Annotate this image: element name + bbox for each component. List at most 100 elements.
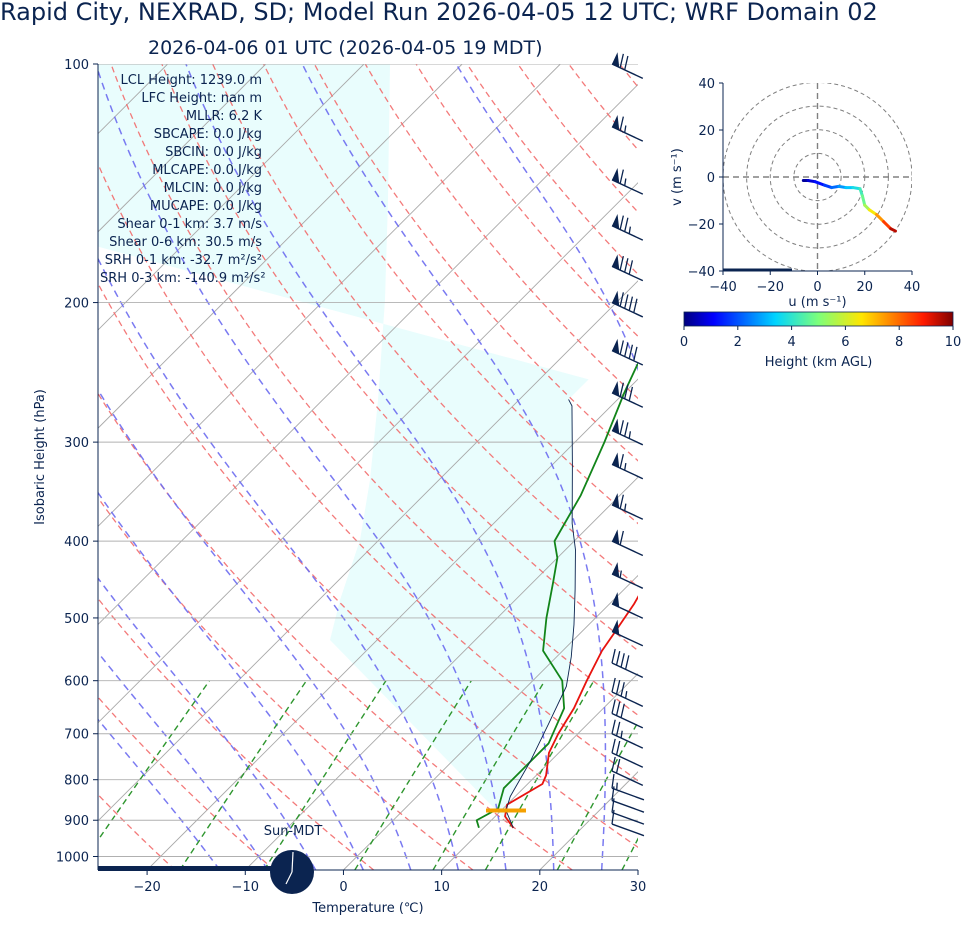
barb-flag [619,169,624,184]
dry-adiabat [98,597,375,870]
wind-barb [611,418,644,446]
barb-pennant [612,168,620,184]
barb-flag [611,809,615,825]
barb-staff [611,691,644,707]
colorbar-tick-label: 10 [945,335,961,350]
colorbar-tick-label: 6 [841,335,849,350]
wind-barb [611,562,644,589]
barb-flag [619,256,624,271]
x-tick-label: 20 [532,880,549,895]
wind-barb [611,52,644,80]
barb-flag [619,530,624,546]
barb-flag [624,258,629,273]
dry-adiabat [98,696,275,870]
barb-flag [633,346,638,361]
barb-pennant [612,213,620,230]
mixing-ratio-line [98,680,211,842]
dry-adiabat [98,793,176,870]
stat-sbcin: SBCIN: 0.0 J/kg [165,145,262,160]
isotherm-line [98,64,561,528]
stat-shear-0-6: Shear 0-6 km: 30.5 m/s [109,235,262,250]
hodograph-segment [889,227,897,233]
y-tick-label: 400 [64,535,89,550]
barb-pennant [612,418,620,434]
isotherm-line [98,83,638,626]
wind-barb [611,114,644,142]
barb-flag [628,386,634,402]
barb-staff [611,787,645,801]
barb-flag [619,494,624,509]
isotherm-line [736,64,961,870]
barb-half-flag [620,730,623,739]
dry-adiabat [772,64,961,870]
barb-flag [628,296,634,311]
barb-flag [611,699,616,714]
isotherm-line [146,378,638,870]
barb-staff [611,630,644,647]
barb-flag [611,798,615,813]
barb-staff [611,662,644,679]
barb-pennant [612,254,620,270]
barb-half-flag [624,125,627,133]
barb-flag [619,215,624,230]
parcel-profile [505,399,576,828]
figure-subtitle: 2026-04-06 01 UTC (2026-04-05 19 MDT) [148,37,543,59]
barb-pennant [612,52,620,68]
dry-adiabat [874,64,961,870]
barb-flag [624,55,629,71]
dry-adiabat [517,64,638,214]
barb-flag [620,703,625,718]
barb-staff [611,265,644,282]
wind-barb [611,809,645,837]
barb-flag [619,340,624,355]
y-tick-label: 1000 [56,851,89,866]
wind-barb [611,619,644,647]
hodograph-segment [860,194,867,207]
wind-barb [611,290,644,318]
dry-adiabat [262,64,638,525]
stat-shear-0-1: Shear 0-1 km: 3.7 m/s [117,217,262,232]
dry-adiabat [98,392,573,870]
stat-lcl-height: LCL Height: 1239.0 m [120,73,262,88]
stat-srh-0-3: SRH 0-3 km: -140.9 m²/s² [100,271,266,286]
barb-flag [619,454,624,469]
colorbar-tick-label: 0 [680,335,688,350]
barb-flag [615,651,621,666]
isotherm-line [98,182,638,724]
sun-clock-hand [291,851,294,873]
stat-sbcape: SBCAPE: 0.0 J/kg [153,127,262,142]
wind-barb [611,254,644,282]
barb-half-flag [628,431,632,439]
wind-barb [611,773,645,801]
stat-lfc-height: LFC Height: nan m [141,91,262,106]
hodograph-x-label: u (m s⁻¹) [788,295,846,310]
barb-pennant [612,290,620,306]
dry-adiabat [98,496,474,870]
hodograph-segment [813,180,827,187]
barb-half-flag [616,782,618,790]
mixing-ratio-line [556,720,638,870]
barb-half-flag [619,570,622,578]
y-tick-label: 700 [64,728,89,743]
wind-barb [611,786,645,813]
barb-flag [624,422,629,437]
barb-pennant [612,529,620,545]
hodograph-x-tick-label: 40 [904,280,921,295]
barb-staff [611,811,645,825]
barb-staff [611,603,644,619]
y-axis-label: Isobaric Height (hPa) [33,389,48,525]
barb-staff [611,540,644,557]
x-tick-label: −10 [232,880,259,895]
dry-adiabat [98,162,638,782]
barb-staff [611,429,644,446]
wind-barb [611,168,644,195]
barb-staff [611,712,644,729]
barb-pennant [612,381,620,397]
barb-staff [611,392,644,408]
wind-barb [611,592,644,619]
barb-staff [611,225,644,241]
barb-flag [633,298,638,313]
x-axis-label: Temperature (℃) [311,901,423,916]
y-tick-label: 300 [64,436,89,451]
